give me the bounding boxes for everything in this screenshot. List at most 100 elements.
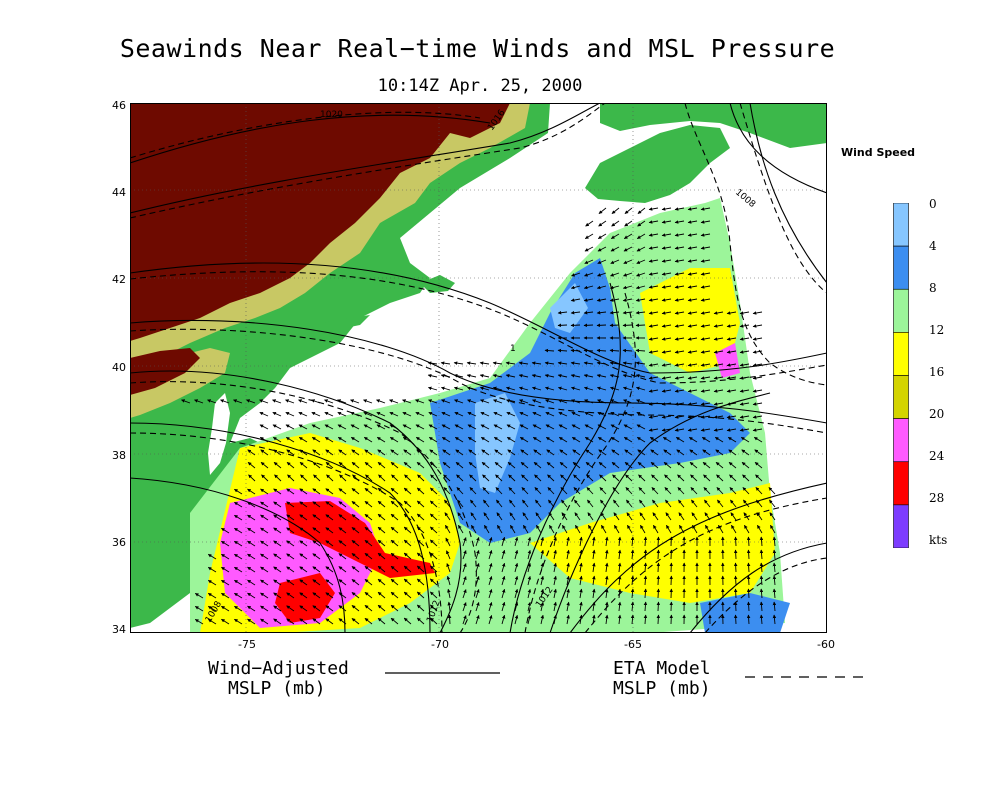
wind-vector <box>527 614 532 625</box>
wind-vector <box>351 461 360 469</box>
wind-vector <box>506 424 516 430</box>
wind-vector <box>221 618 230 625</box>
wind-vector <box>234 514 243 521</box>
wind-vector <box>687 376 698 380</box>
wind-vector <box>630 614 635 625</box>
wind-vector <box>604 536 609 547</box>
wind-vector <box>247 618 256 625</box>
wind-vector <box>623 411 633 417</box>
wind-vector <box>759 536 764 547</box>
wind-vector <box>652 512 659 521</box>
wind-vector <box>601 524 607 534</box>
wind-vector <box>545 436 555 443</box>
wind-vector <box>468 461 477 469</box>
wind-vector <box>480 436 490 443</box>
wind-vector <box>612 487 620 495</box>
wind-vector <box>545 399 555 404</box>
wind-vector <box>622 361 633 365</box>
wind-vector <box>652 499 659 508</box>
land-maritimes <box>600 103 827 148</box>
wind-vector <box>661 207 672 211</box>
wind-vector <box>617 536 622 547</box>
wind-vector <box>351 579 360 586</box>
wind-vector <box>207 618 217 625</box>
wind-vector <box>325 449 334 456</box>
wind-vector <box>625 474 633 482</box>
wind-vector <box>443 487 451 495</box>
wind-vector <box>612 474 620 482</box>
wind-vector <box>624 207 633 214</box>
lat-label-38: 38 <box>112 449 126 462</box>
wind-vector <box>597 399 607 404</box>
wind-vector <box>622 298 633 302</box>
wind-vector <box>609 361 620 365</box>
wind-vector <box>687 337 698 341</box>
wind-vector <box>739 389 750 393</box>
wind-vector <box>548 512 555 521</box>
wind-vector <box>687 350 698 354</box>
wind-vector <box>772 614 777 625</box>
wind-vector <box>261 474 269 482</box>
wind-vector <box>351 540 360 547</box>
wind-vector <box>338 501 347 508</box>
wind-vector <box>325 501 334 508</box>
wind-vector <box>467 424 477 430</box>
wind-vector <box>364 539 373 547</box>
wind-vector <box>247 540 256 547</box>
wind-vector <box>364 449 373 456</box>
wind-vector <box>298 436 308 443</box>
wind-vector <box>468 449 477 456</box>
wind-vector <box>638 487 646 495</box>
wind-vector <box>364 526 373 534</box>
wind-vector <box>666 524 672 534</box>
wind-vector <box>733 536 738 547</box>
wind-vector <box>475 575 480 586</box>
wind-vector <box>674 415 685 419</box>
wind-vector <box>661 285 672 289</box>
wind-vector <box>754 449 763 456</box>
wind-vector <box>519 436 529 443</box>
wind-vector <box>466 361 477 365</box>
wind-vector <box>390 539 399 547</box>
wind-vector <box>247 514 256 521</box>
wind-vector <box>441 424 451 430</box>
wind-vector <box>566 614 570 625</box>
wind-vector <box>726 363 737 367</box>
wind-vector <box>729 487 737 495</box>
wind-vector <box>714 436 724 443</box>
wind-vector <box>648 350 659 354</box>
wind-vector <box>364 513 373 521</box>
wind-vector <box>689 461 698 469</box>
contour-label-1: 1 <box>510 344 516 354</box>
wind-vector <box>475 562 480 573</box>
wind-vector <box>273 592 282 599</box>
wind-vector <box>287 474 295 482</box>
wind-vector <box>570 374 581 378</box>
wind-vector <box>273 449 282 456</box>
wind-vector <box>726 324 737 328</box>
wind-vector <box>557 361 568 365</box>
colorbar-swatch-6 <box>893 461 909 506</box>
wind-vector <box>713 324 724 328</box>
wind-vector <box>739 350 750 354</box>
wind-vector <box>286 514 295 521</box>
wind-vector <box>324 411 334 417</box>
legend-level-0: 0 <box>929 197 937 211</box>
wind-vector <box>402 399 412 404</box>
wind-vector <box>574 512 581 521</box>
wind-vector <box>447 588 451 599</box>
wind-vector <box>298 411 308 417</box>
wind-vector <box>585 461 594 469</box>
wind-vector <box>772 536 777 547</box>
wind-vector <box>643 614 648 625</box>
wind-vector <box>506 436 516 443</box>
wind-vectors <box>181 207 777 625</box>
wind-vector <box>501 588 506 599</box>
wind-vector <box>457 512 464 521</box>
wind-vector <box>376 399 386 404</box>
wind-vector <box>661 363 672 367</box>
wind-vector <box>596 361 607 365</box>
wind-vector <box>534 474 542 482</box>
wind-vector <box>273 527 282 534</box>
wind-vector <box>558 399 568 404</box>
